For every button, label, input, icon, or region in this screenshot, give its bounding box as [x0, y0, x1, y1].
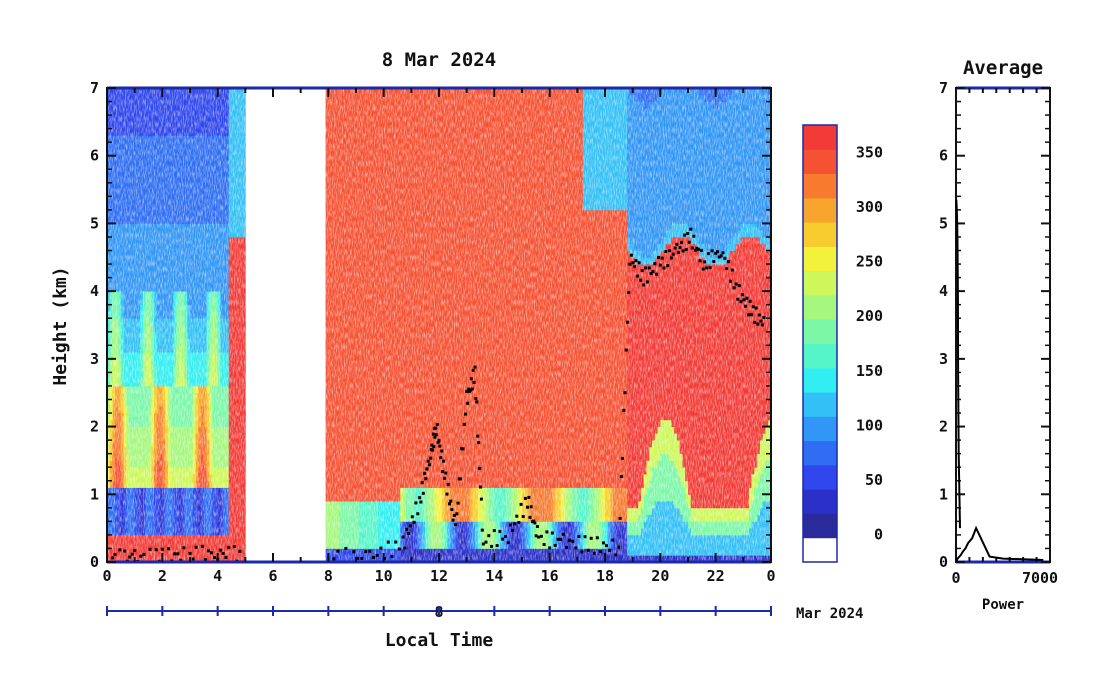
chart-title: 8 Mar 2024 — [382, 49, 496, 71]
profile-title: Average — [963, 57, 1043, 79]
